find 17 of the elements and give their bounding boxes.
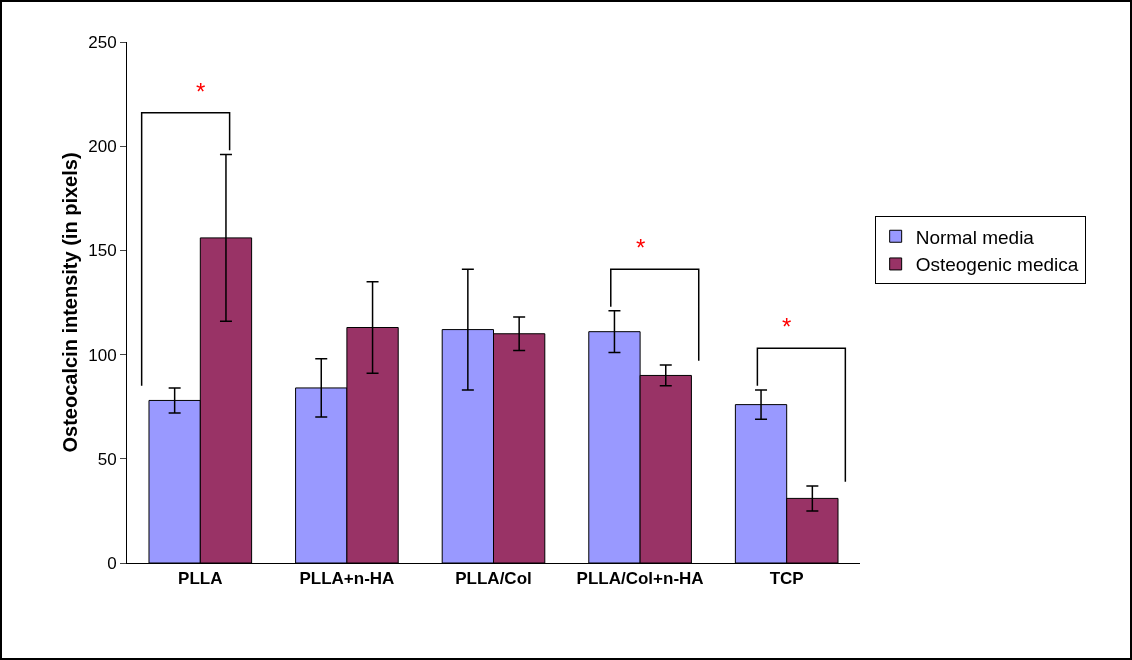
y-tick-label: 100 [88, 345, 117, 365]
y-tick-label: 150 [88, 241, 117, 261]
y-tick-label: 0 [107, 553, 117, 573]
x-tick-label: PLLA/Col+n-HA [576, 569, 704, 589]
legend-label: Normal media [915, 226, 1035, 248]
x-tick-label: TCP [769, 569, 804, 589]
legend-label: Osteogenic medica [915, 254, 1079, 276]
x-tick-label: PLLA+n-HA [299, 569, 395, 589]
annotation: * [782, 313, 792, 340]
annotation: * [196, 78, 206, 105]
annotation: * [636, 234, 646, 261]
x-tick-label: PLLA/Col [455, 569, 532, 589]
x-tick-label: PLLA [178, 569, 223, 589]
y-tick-label: 250 [88, 32, 117, 52]
y-tick-label: 200 [88, 137, 117, 157]
y-axis-title: Osteocalcin intensity (in pixels) [59, 152, 81, 453]
y-tick-label: 50 [97, 449, 117, 469]
